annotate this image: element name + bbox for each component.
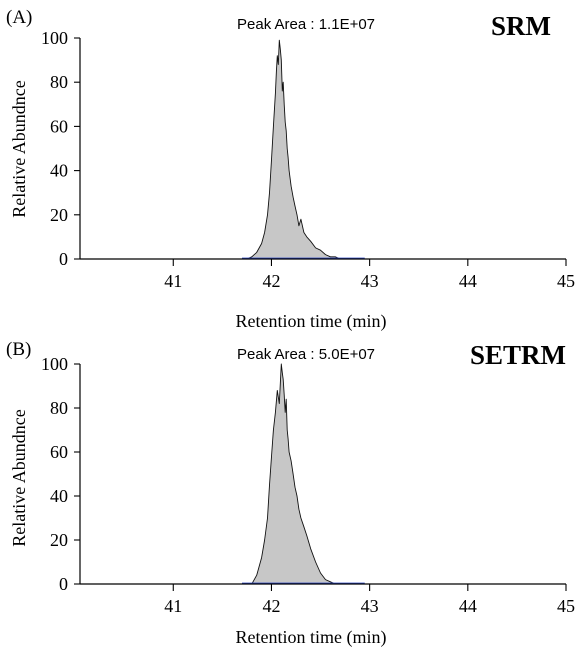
y-tick-label: 20: [50, 205, 68, 225]
x-axis-title: Retention time (min): [236, 627, 387, 648]
y-tick-label: 20: [50, 530, 68, 550]
chromatogram-peak: [246, 39, 341, 260]
plot-area: [242, 363, 365, 585]
y-tick-label: 80: [50, 72, 68, 92]
panel-a: (A) Peak Area : 1.1E+07 SRM 0 20 40 60 80 100…: [6, 7, 575, 332]
x-tick-label: 41: [164, 596, 182, 616]
x-tick-label: 43: [361, 271, 379, 291]
x-axis-title: Retention time (min): [236, 311, 387, 332]
y-tick-label: 60: [50, 116, 68, 136]
y-ticks: 0 20 40 60 80 100: [41, 28, 80, 269]
x-tick-label: 42: [262, 271, 280, 291]
panel-label: (A): [6, 7, 32, 28]
method-label: SRM: [491, 11, 551, 41]
y-tick-label: 60: [50, 442, 68, 462]
peak-area-annotation: Peak Area : 5.0E+07: [237, 346, 375, 363]
y-axis-title: Relative Abundnce: [9, 80, 29, 217]
y-tick-label: 0: [59, 249, 68, 269]
panel-label: (B): [6, 339, 31, 360]
x-ticks: 41 42 43 44 45: [164, 584, 575, 616]
y-tick-label: 80: [50, 398, 68, 418]
method-label: SETRM: [470, 340, 566, 370]
y-tick-label: 40: [50, 161, 68, 181]
y-ticks: 0 20 40 60 80 100: [41, 354, 80, 594]
x-tick-label: 45: [557, 271, 575, 291]
x-tick-label: 44: [459, 596, 477, 616]
x-tick-label: 43: [361, 596, 379, 616]
x-tick-label: 42: [262, 596, 280, 616]
y-tick-label: 0: [59, 574, 68, 594]
peak-area-annotation: Peak Area : 1.1E+07: [237, 16, 375, 33]
y-axis-title: Relative Abundnce: [9, 409, 29, 546]
y-tick-label: 100: [41, 28, 68, 48]
panel-b: (B) Peak Area : 5.0E+07 SETRM 0 20 40 60 80 1…: [6, 339, 575, 648]
plot-area: [242, 39, 365, 260]
chromatogram-peak: [251, 363, 336, 585]
x-tick-label: 41: [164, 271, 182, 291]
y-tick-label: 100: [41, 354, 68, 374]
x-ticks: 41 42 43 44 45: [164, 259, 575, 291]
x-tick-label: 45: [557, 596, 575, 616]
x-tick-label: 44: [459, 271, 477, 291]
y-tick-label: 40: [50, 486, 68, 506]
